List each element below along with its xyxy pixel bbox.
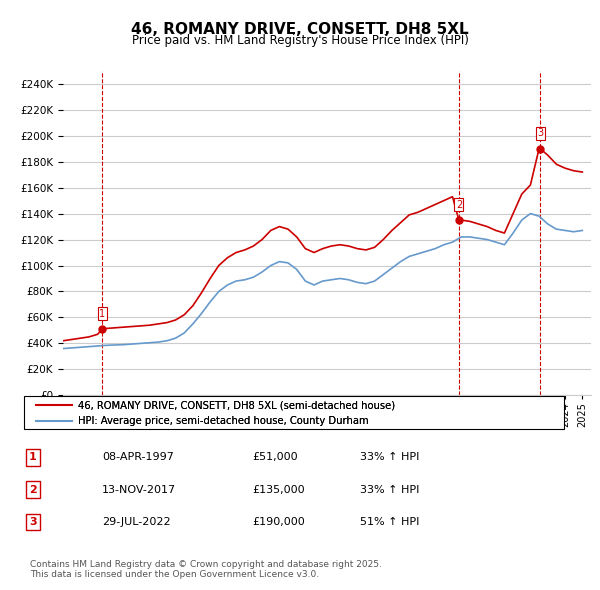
Text: 1: 1 bbox=[99, 309, 106, 319]
Text: HPI: Average price, semi-detached house, County Durham: HPI: Average price, semi-detached house,… bbox=[78, 416, 368, 425]
Text: 46, ROMANY DRIVE, CONSETT, DH8 5XL: 46, ROMANY DRIVE, CONSETT, DH8 5XL bbox=[131, 22, 469, 37]
Text: 33% ↑ HPI: 33% ↑ HPI bbox=[360, 485, 419, 494]
Text: Price paid vs. HM Land Registry's House Price Index (HPI): Price paid vs. HM Land Registry's House … bbox=[131, 34, 469, 47]
Text: 46, ROMANY DRIVE, CONSETT, DH8 5XL (semi-detached house): 46, ROMANY DRIVE, CONSETT, DH8 5XL (semi… bbox=[78, 401, 395, 410]
Text: 3: 3 bbox=[537, 128, 544, 138]
Text: 1: 1 bbox=[29, 453, 37, 462]
Text: 29-JUL-2022: 29-JUL-2022 bbox=[102, 517, 170, 527]
Text: 2: 2 bbox=[456, 199, 462, 209]
Text: 13-NOV-2017: 13-NOV-2017 bbox=[102, 485, 176, 494]
Text: £190,000: £190,000 bbox=[252, 517, 305, 527]
Text: 2: 2 bbox=[29, 485, 37, 494]
Text: 33% ↑ HPI: 33% ↑ HPI bbox=[360, 453, 419, 462]
Text: 3: 3 bbox=[29, 517, 37, 527]
Text: HPI: Average price, semi-detached house, County Durham: HPI: Average price, semi-detached house,… bbox=[78, 416, 368, 425]
Text: Contains HM Land Registry data © Crown copyright and database right 2025.
This d: Contains HM Land Registry data © Crown c… bbox=[30, 560, 382, 579]
Text: £51,000: £51,000 bbox=[252, 453, 298, 462]
Text: £135,000: £135,000 bbox=[252, 485, 305, 494]
Text: 08-APR-1997: 08-APR-1997 bbox=[102, 453, 174, 462]
Text: 51% ↑ HPI: 51% ↑ HPI bbox=[360, 517, 419, 527]
Text: 46, ROMANY DRIVE, CONSETT, DH8 5XL (semi-detached house): 46, ROMANY DRIVE, CONSETT, DH8 5XL (semi… bbox=[78, 401, 395, 410]
